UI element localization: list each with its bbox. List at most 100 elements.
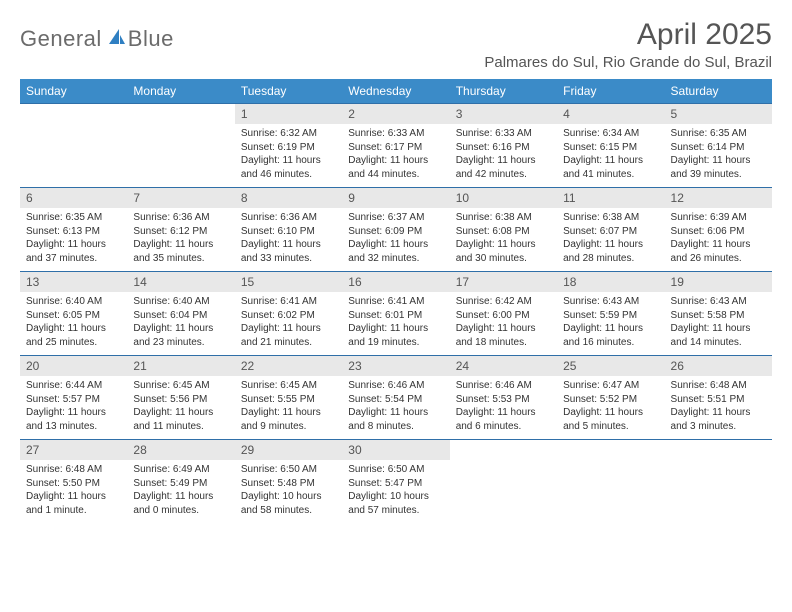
- sunset-line: Sunset: 6:00 PM: [456, 309, 551, 323]
- sunset-line: Sunset: 6:06 PM: [671, 225, 766, 239]
- day-details: Sunrise: 6:41 AMSunset: 6:01 PMDaylight:…: [342, 292, 449, 355]
- sunset-line: Sunset: 6:19 PM: [241, 141, 336, 155]
- day-details: Sunrise: 6:36 AMSunset: 6:10 PMDaylight:…: [235, 208, 342, 271]
- day-details: Sunrise: 6:50 AMSunset: 5:47 PMDaylight:…: [342, 460, 449, 523]
- calendar-day-cell: [20, 104, 127, 188]
- calendar-day-cell: [127, 104, 234, 188]
- weekday-header: Friday: [557, 79, 664, 104]
- day-number: 5: [665, 104, 772, 124]
- day-number: 1: [235, 104, 342, 124]
- day-details: Sunrise: 6:33 AMSunset: 6:17 PMDaylight:…: [342, 124, 449, 187]
- location-subtitle: Palmares do Sul, Rio Grande do Sul, Braz…: [484, 54, 772, 71]
- day-details: [665, 460, 772, 518]
- day-details: [557, 460, 664, 518]
- sunset-line: Sunset: 6:14 PM: [671, 141, 766, 155]
- sunset-line: Sunset: 6:17 PM: [348, 141, 443, 155]
- day-number: 11: [557, 188, 664, 208]
- sunset-line: Sunset: 6:01 PM: [348, 309, 443, 323]
- daylight-line: Daylight: 11 hours and 32 minutes.: [348, 238, 443, 265]
- day-details: Sunrise: 6:35 AMSunset: 6:14 PMDaylight:…: [665, 124, 772, 187]
- sunrise-line: Sunrise: 6:45 AM: [133, 379, 228, 393]
- calendar-day-cell: 7Sunrise: 6:36 AMSunset: 6:12 PMDaylight…: [127, 188, 234, 272]
- sunset-line: Sunset: 6:08 PM: [456, 225, 551, 239]
- day-number: 29: [235, 440, 342, 460]
- calendar-day-cell: 10Sunrise: 6:38 AMSunset: 6:08 PMDayligh…: [450, 188, 557, 272]
- day-details: Sunrise: 6:44 AMSunset: 5:57 PMDaylight:…: [20, 376, 127, 439]
- day-details: Sunrise: 6:47 AMSunset: 5:52 PMDaylight:…: [557, 376, 664, 439]
- day-number: 28: [127, 440, 234, 460]
- calendar-week-row: 20Sunrise: 6:44 AMSunset: 5:57 PMDayligh…: [20, 356, 772, 440]
- day-details: Sunrise: 6:46 AMSunset: 5:53 PMDaylight:…: [450, 376, 557, 439]
- daylight-line: Daylight: 11 hours and 25 minutes.: [26, 322, 121, 349]
- calendar-week-row: 27Sunrise: 6:48 AMSunset: 5:50 PMDayligh…: [20, 440, 772, 524]
- calendar-day-cell: 21Sunrise: 6:45 AMSunset: 5:56 PMDayligh…: [127, 356, 234, 440]
- day-number: [450, 440, 557, 460]
- sunset-line: Sunset: 5:51 PM: [671, 393, 766, 407]
- sunrise-line: Sunrise: 6:33 AM: [348, 127, 443, 141]
- day-details: Sunrise: 6:38 AMSunset: 6:07 PMDaylight:…: [557, 208, 664, 271]
- daylight-line: Daylight: 11 hours and 18 minutes.: [456, 322, 551, 349]
- daylight-line: Daylight: 11 hours and 37 minutes.: [26, 238, 121, 265]
- daylight-line: Daylight: 11 hours and 35 minutes.: [133, 238, 228, 265]
- calendar-day-cell: 17Sunrise: 6:42 AMSunset: 6:00 PMDayligh…: [450, 272, 557, 356]
- day-number: 27: [20, 440, 127, 460]
- daylight-line: Daylight: 11 hours and 33 minutes.: [241, 238, 336, 265]
- calendar-day-cell: 28Sunrise: 6:49 AMSunset: 5:49 PMDayligh…: [127, 440, 234, 524]
- calendar-day-cell: 25Sunrise: 6:47 AMSunset: 5:52 PMDayligh…: [557, 356, 664, 440]
- daylight-line: Daylight: 11 hours and 41 minutes.: [563, 154, 658, 181]
- day-number: 19: [665, 272, 772, 292]
- sail-icon: [106, 28, 126, 51]
- sunrise-line: Sunrise: 6:35 AM: [26, 211, 121, 225]
- day-number: [557, 440, 664, 460]
- day-details: [450, 460, 557, 518]
- sunset-line: Sunset: 6:16 PM: [456, 141, 551, 155]
- daylight-line: Daylight: 11 hours and 21 minutes.: [241, 322, 336, 349]
- day-details: Sunrise: 6:35 AMSunset: 6:13 PMDaylight:…: [20, 208, 127, 271]
- day-details: Sunrise: 6:37 AMSunset: 6:09 PMDaylight:…: [342, 208, 449, 271]
- sunset-line: Sunset: 5:47 PM: [348, 477, 443, 491]
- calendar-day-cell: 19Sunrise: 6:43 AMSunset: 5:58 PMDayligh…: [665, 272, 772, 356]
- daylight-line: Daylight: 11 hours and 14 minutes.: [671, 322, 766, 349]
- calendar-day-cell: 6Sunrise: 6:35 AMSunset: 6:13 PMDaylight…: [20, 188, 127, 272]
- sunrise-line: Sunrise: 6:33 AM: [456, 127, 551, 141]
- day-number: 25: [557, 356, 664, 376]
- daylight-line: Daylight: 11 hours and 28 minutes.: [563, 238, 658, 265]
- calendar-day-cell: 20Sunrise: 6:44 AMSunset: 5:57 PMDayligh…: [20, 356, 127, 440]
- sunrise-line: Sunrise: 6:32 AM: [241, 127, 336, 141]
- calendar-day-cell: [450, 440, 557, 524]
- sunrise-line: Sunrise: 6:39 AM: [671, 211, 766, 225]
- day-details: Sunrise: 6:38 AMSunset: 6:08 PMDaylight:…: [450, 208, 557, 271]
- sunset-line: Sunset: 5:59 PM: [563, 309, 658, 323]
- day-details: [20, 124, 127, 182]
- header: General Blue April 2025 Palmares do Sul,…: [20, 18, 772, 71]
- calendar-day-cell: 9Sunrise: 6:37 AMSunset: 6:09 PMDaylight…: [342, 188, 449, 272]
- daylight-line: Daylight: 11 hours and 46 minutes.: [241, 154, 336, 181]
- sunrise-line: Sunrise: 6:40 AM: [26, 295, 121, 309]
- calendar-day-cell: 3Sunrise: 6:33 AMSunset: 6:16 PMDaylight…: [450, 104, 557, 188]
- day-details: Sunrise: 6:39 AMSunset: 6:06 PMDaylight:…: [665, 208, 772, 271]
- sunset-line: Sunset: 6:09 PM: [348, 225, 443, 239]
- calendar-day-cell: 27Sunrise: 6:48 AMSunset: 5:50 PMDayligh…: [20, 440, 127, 524]
- sunrise-line: Sunrise: 6:37 AM: [348, 211, 443, 225]
- daylight-line: Daylight: 11 hours and 26 minutes.: [671, 238, 766, 265]
- day-number: 16: [342, 272, 449, 292]
- sunrise-line: Sunrise: 6:48 AM: [671, 379, 766, 393]
- day-details: Sunrise: 6:40 AMSunset: 6:04 PMDaylight:…: [127, 292, 234, 355]
- title-block: April 2025 Palmares do Sul, Rio Grande d…: [484, 18, 772, 71]
- calendar-week-row: 13Sunrise: 6:40 AMSunset: 6:05 PMDayligh…: [20, 272, 772, 356]
- calendar-day-cell: 2Sunrise: 6:33 AMSunset: 6:17 PMDaylight…: [342, 104, 449, 188]
- day-details: Sunrise: 6:48 AMSunset: 5:50 PMDaylight:…: [20, 460, 127, 523]
- day-details: Sunrise: 6:46 AMSunset: 5:54 PMDaylight:…: [342, 376, 449, 439]
- sunrise-line: Sunrise: 6:36 AM: [241, 211, 336, 225]
- sunset-line: Sunset: 5:48 PM: [241, 477, 336, 491]
- day-details: Sunrise: 6:34 AMSunset: 6:15 PMDaylight:…: [557, 124, 664, 187]
- daylight-line: Daylight: 10 hours and 57 minutes.: [348, 490, 443, 517]
- day-details: Sunrise: 6:50 AMSunset: 5:48 PMDaylight:…: [235, 460, 342, 523]
- weekday-header: Saturday: [665, 79, 772, 104]
- sunset-line: Sunset: 6:12 PM: [133, 225, 228, 239]
- calendar-day-cell: 26Sunrise: 6:48 AMSunset: 5:51 PMDayligh…: [665, 356, 772, 440]
- calendar-day-cell: 11Sunrise: 6:38 AMSunset: 6:07 PMDayligh…: [557, 188, 664, 272]
- sunrise-line: Sunrise: 6:42 AM: [456, 295, 551, 309]
- day-details: Sunrise: 6:36 AMSunset: 6:12 PMDaylight:…: [127, 208, 234, 271]
- daylight-line: Daylight: 11 hours and 0 minutes.: [133, 490, 228, 517]
